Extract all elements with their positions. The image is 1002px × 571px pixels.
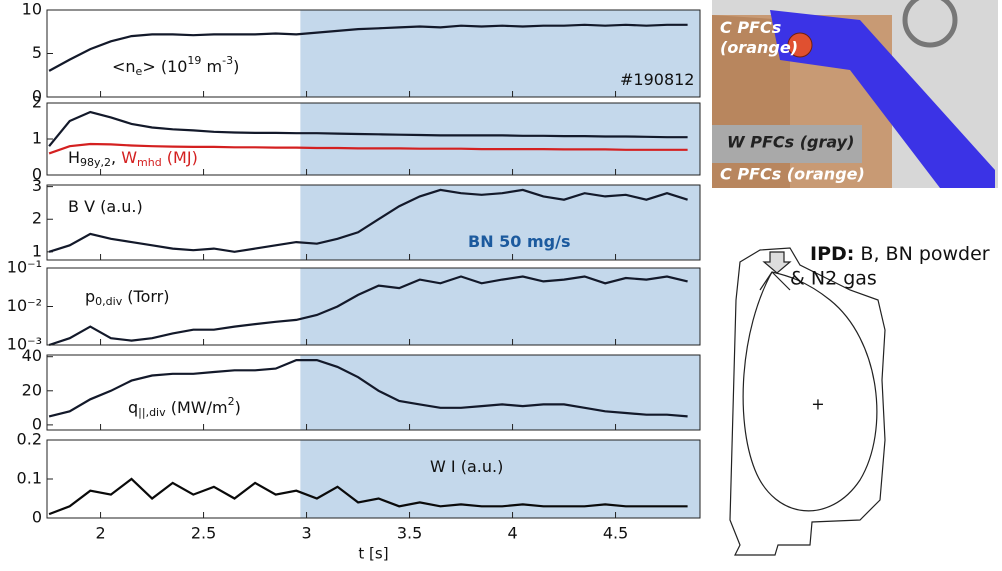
poloidal-cross-section: + <box>730 248 885 555</box>
magnetic-axis: + <box>811 395 824 414</box>
injector-arrow <box>764 252 790 273</box>
plasma-boundary <box>743 272 877 511</box>
vessel-wall <box>730 248 885 555</box>
cad-label: W PFCs (gray) <box>727 133 854 152</box>
figure: C PFCs(orange) W PFCs (gray) C PFCs (ora… <box>0 0 1002 567</box>
ipd-label: IPD: B, BN powder <box>810 243 990 265</box>
annotation: p0,div (Torr) <box>85 287 170 309</box>
y-tick-label: 10⁻² <box>7 296 42 315</box>
annotation-part: BN 50 mg/s <box>468 232 570 251</box>
shaded-region <box>300 355 700 430</box>
annotation-part: (MJ) <box>162 148 198 167</box>
annotation: #190812 <box>620 70 694 89</box>
annotation-part: H <box>68 148 80 167</box>
ipd-bold: IPD: <box>810 243 854 265</box>
x-tick-label: 3.5 <box>397 524 422 543</box>
x-tick-label: 4.5 <box>603 524 628 543</box>
cad-label-line: (orange) <box>720 38 798 57</box>
ipd-label: & N2 gas <box>790 268 877 290</box>
panel: 0 0.1 0.2 2 2.5 3 3.5 4 4.5 t [s] W I (a.u.) <box>17 430 700 563</box>
y-tick-label: 2 <box>32 209 42 228</box>
annotation-part: mhd <box>137 156 162 169</box>
annotation-part: #190812 <box>620 70 694 89</box>
annotation-part: > (10 <box>142 57 187 76</box>
annotation: B V (a.u.) <box>68 197 143 216</box>
shaded-region <box>300 103 700 175</box>
x-axis-label: t [s] <box>358 545 388 563</box>
annotation-part: 2 <box>228 395 235 408</box>
annotation-part: (MW/m <box>166 398 228 417</box>
x-tick-label: 3 <box>301 524 311 543</box>
cad-label-line: C PFCs <box>720 18 781 37</box>
annotation-part: W I (a.u.) <box>430 457 503 476</box>
annotation: BN 50 mg/s <box>468 232 570 251</box>
annotation-part: ) <box>235 398 241 417</box>
annotation-part: ||,div <box>138 406 166 419</box>
annotation-part: 98y,2 <box>80 156 111 169</box>
annotation-part: q <box>128 398 138 417</box>
panel: 10⁻³10⁻²10⁻¹p0,div (Torr) <box>7 258 700 354</box>
annotation-part: -3 <box>222 54 233 67</box>
annotation-part: , <box>111 148 121 167</box>
y-tick-label: 0.1 <box>17 469 42 488</box>
y-tick-label: 20 <box>22 380 42 399</box>
y-tick-label: 2 <box>32 93 42 112</box>
annotation-part: 19 <box>187 54 201 67</box>
annotation-part: 0,div <box>95 295 123 308</box>
annotation: W I (a.u.) <box>430 457 503 476</box>
x-tick-label: 4 <box>507 524 517 543</box>
annotation-part: B V (a.u.) <box>68 197 143 216</box>
y-tick-label: 0 <box>32 508 42 527</box>
ipd-text: B, BN powder <box>854 243 989 265</box>
annotation-part: m <box>201 57 222 76</box>
x-tick-label: 2 <box>95 524 105 543</box>
y-tick-label: 10 <box>22 0 42 19</box>
y-tick-label: 10⁻¹ <box>7 258 42 277</box>
annotation: H98y,2, Wmhd (MJ) <box>68 148 198 170</box>
y-tick-label: 1 <box>32 129 42 148</box>
annotation-part: p <box>85 287 95 306</box>
x-tick-label: 2.5 <box>191 524 216 543</box>
y-tick-label: 5 <box>32 43 42 62</box>
y-tick-label: 3 <box>32 176 42 195</box>
annotation-part: W <box>121 148 137 167</box>
y-tick-label: 0.2 <box>17 430 42 449</box>
annotation: q||,div (MW/m2) <box>128 395 241 419</box>
annotation: <ne> (1019 m-3) <box>112 54 239 78</box>
annotation-part: ) <box>233 57 239 76</box>
cad-render: C PFCs(orange) W PFCs (gray) C PFCs (ora… <box>712 0 998 188</box>
cad-label: C PFCs (orange) <box>720 165 865 184</box>
y-tick-label: 40 <box>22 346 42 365</box>
annotation-part: <n <box>112 57 136 76</box>
annotation-part: (Torr) <box>122 287 169 306</box>
